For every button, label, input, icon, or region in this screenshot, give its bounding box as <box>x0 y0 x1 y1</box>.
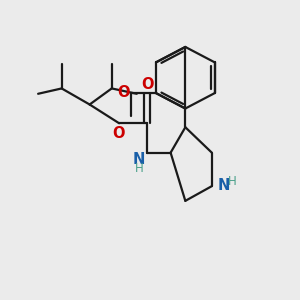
Text: O: O <box>112 126 125 141</box>
Text: N: N <box>133 152 145 167</box>
Text: O: O <box>117 85 130 100</box>
Text: H: H <box>228 175 237 188</box>
Text: N: N <box>217 178 230 193</box>
Text: H: H <box>134 162 143 175</box>
Text: O: O <box>141 76 153 92</box>
